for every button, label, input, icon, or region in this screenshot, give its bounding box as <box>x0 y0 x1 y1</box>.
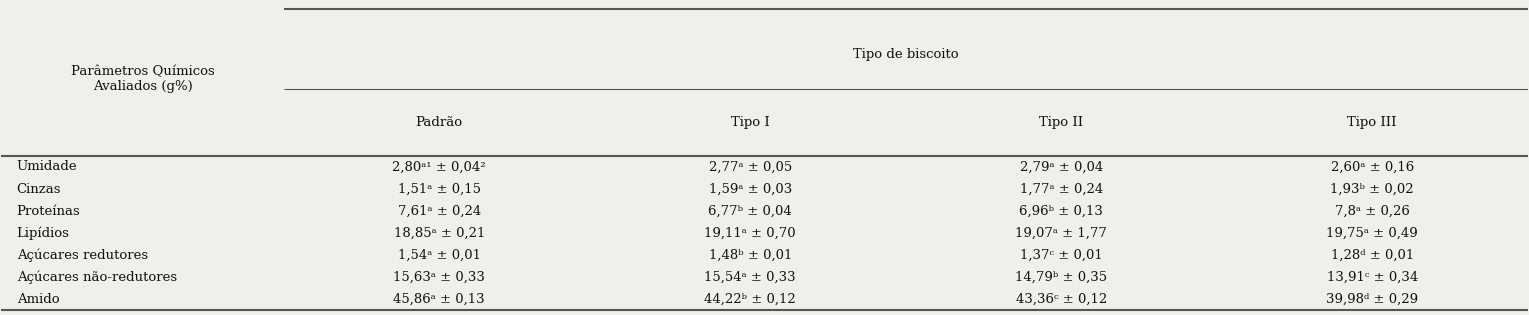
Text: 19,07ᵃ ± 1,77: 19,07ᵃ ± 1,77 <box>1015 227 1107 240</box>
Text: 1,54ᵃ ± 0,01: 1,54ᵃ ± 0,01 <box>398 249 480 262</box>
Text: 1,48ᵇ ± 0,01: 1,48ᵇ ± 0,01 <box>708 249 792 262</box>
Text: 7,8ᵃ ± 0,26: 7,8ᵃ ± 0,26 <box>1335 205 1410 218</box>
Text: 1,51ᵃ ± 0,15: 1,51ᵃ ± 0,15 <box>398 183 480 196</box>
Text: 2,60ᵃ ± 0,16: 2,60ᵃ ± 0,16 <box>1330 160 1414 174</box>
Text: 6,96ᵇ ± 0,13: 6,96ᵇ ± 0,13 <box>1020 205 1102 218</box>
Text: Tipo III: Tipo III <box>1347 116 1398 129</box>
Text: 2,79ᵃ ± 0,04: 2,79ᵃ ± 0,04 <box>1020 160 1102 174</box>
Text: 15,54ᵃ ± 0,33: 15,54ᵃ ± 0,33 <box>705 271 797 284</box>
Text: 1,77ᵃ ± 0,24: 1,77ᵃ ± 0,24 <box>1020 183 1102 196</box>
Text: 1,28ᵈ ± 0,01: 1,28ᵈ ± 0,01 <box>1330 249 1414 262</box>
Text: Padrão: Padrão <box>416 116 463 129</box>
Text: Parâmetros Químicos
Avaliados (g%): Parâmetros Químicos Avaliados (g%) <box>70 65 214 93</box>
Text: 45,86ᵃ ± 0,13: 45,86ᵃ ± 0,13 <box>393 293 485 306</box>
Text: 19,75ᵃ ± 0,49: 19,75ᵃ ± 0,49 <box>1326 227 1417 240</box>
Text: 44,22ᵇ ± 0,12: 44,22ᵇ ± 0,12 <box>705 293 797 306</box>
Text: 1,93ᵇ ± 0,02: 1,93ᵇ ± 0,02 <box>1330 183 1414 196</box>
Text: 2,77ᵃ ± 0,05: 2,77ᵃ ± 0,05 <box>708 160 792 174</box>
Text: 6,77ᵇ ± 0,04: 6,77ᵇ ± 0,04 <box>708 205 792 218</box>
Text: Proteínas: Proteínas <box>17 205 81 218</box>
Text: 43,36ᶜ ± 0,12: 43,36ᶜ ± 0,12 <box>1015 293 1107 306</box>
Text: Tipo de biscoito: Tipo de biscoito <box>853 48 959 61</box>
Text: Tipo I: Tipo I <box>731 116 769 129</box>
Text: 13,91ᶜ ± 0,34: 13,91ᶜ ± 0,34 <box>1327 271 1417 284</box>
Text: 15,63ᵃ ± 0,33: 15,63ᵃ ± 0,33 <box>393 271 485 284</box>
Text: Amido: Amido <box>17 293 60 306</box>
Text: Açúcares redutores: Açúcares redutores <box>17 249 148 262</box>
Text: 39,98ᵈ ± 0,29: 39,98ᵈ ± 0,29 <box>1326 293 1419 306</box>
Text: Tipo II: Tipo II <box>1040 116 1083 129</box>
Text: 1,59ᵃ ± 0,03: 1,59ᵃ ± 0,03 <box>708 183 792 196</box>
Text: Cinzas: Cinzas <box>17 183 61 196</box>
Text: Açúcares não-redutores: Açúcares não-redutores <box>17 271 177 284</box>
Text: 2,80ᵃ¹ ± 0,04²: 2,80ᵃ¹ ± 0,04² <box>393 160 486 174</box>
Text: Lipídios: Lipídios <box>17 226 69 240</box>
Text: 19,11ᵃ ± 0,70: 19,11ᵃ ± 0,70 <box>705 227 797 240</box>
Text: 18,85ᵃ ± 0,21: 18,85ᵃ ± 0,21 <box>393 227 485 240</box>
Text: Umidade: Umidade <box>17 160 78 174</box>
Text: 14,79ᵇ ± 0,35: 14,79ᵇ ± 0,35 <box>1015 271 1107 284</box>
Text: 1,37ᶜ ± 0,01: 1,37ᶜ ± 0,01 <box>1020 249 1102 262</box>
Text: 7,61ᵃ ± 0,24: 7,61ᵃ ± 0,24 <box>398 205 480 218</box>
